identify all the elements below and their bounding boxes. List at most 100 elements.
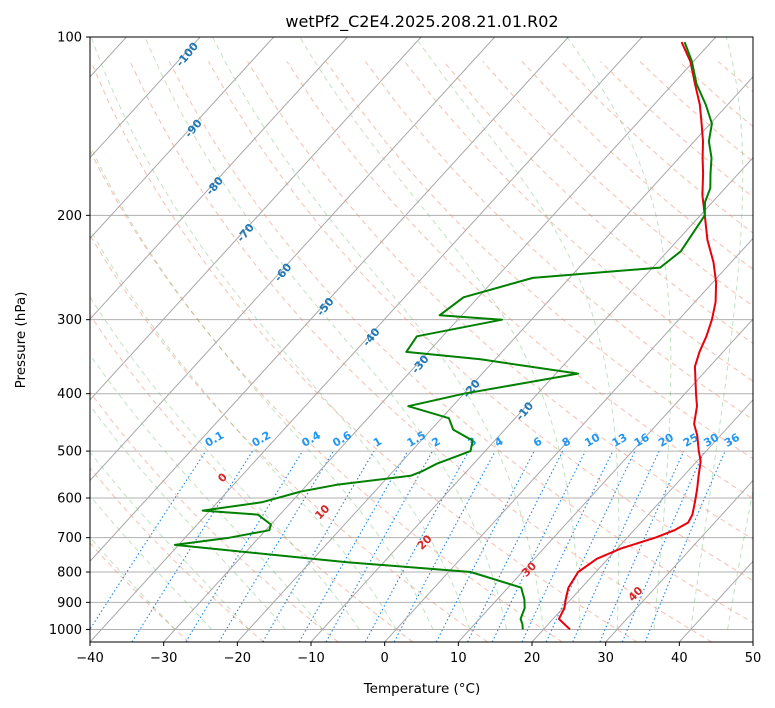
x-tick-label: −40	[76, 651, 103, 666]
mixing-ratio-label: 0.6	[330, 429, 354, 450]
y-tick-label: 700	[57, 531, 82, 546]
y-tick-label: 200	[57, 209, 82, 224]
mixing-ratio-line	[644, 450, 726, 642]
isotherm-line	[457, 318, 753, 642]
isotherm-line	[163, 37, 717, 642]
mixing-ratio-label: 0.1	[203, 429, 226, 450]
moist-adiabat-line	[690, 37, 744, 630]
mixing-ratio-line	[90, 450, 207, 631]
isotherm-line	[384, 237, 753, 642]
mixing-ratio-line	[364, 450, 470, 642]
plot-frame	[89, 36, 754, 643]
plot-area: 0.1 0.2 0.4 0.6 1 1.5 2 3 4 6 8 10 13 16 20 25 30 3601020…	[90, 37, 775, 643]
mixing-ratio-label: 2	[430, 435, 443, 450]
dewpoint-line	[173, 41, 713, 630]
x-tick-label: −30	[150, 651, 177, 666]
dry-adiabat-line	[90, 149, 563, 642]
mixing-ratio-line	[131, 450, 254, 642]
mixing-ratio-label: 1.5	[405, 429, 428, 450]
isotherm-line	[90, 37, 643, 642]
moist-adiabat-line	[90, 404, 286, 630]
x-tick-label: −10	[297, 651, 324, 666]
isotherm-line	[90, 37, 275, 240]
moist-adiabat-label: -30	[409, 352, 432, 376]
y-tick-label: 900	[57, 596, 82, 611]
dry-adiabats	[90, 61, 775, 643]
mixing-ratio-label: 13	[610, 431, 630, 450]
dry-adiabat-line	[286, 61, 753, 500]
moist-adiabat-line	[566, 37, 672, 630]
y-tick-label: 600	[57, 492, 82, 507]
x-tick-label: −20	[224, 651, 251, 666]
y-tick-label: 300	[57, 313, 82, 328]
dry-adiabat-line	[443, 61, 753, 344]
moist-adiabat-line	[144, 37, 508, 630]
mixing-ratio-label: 36	[722, 431, 742, 450]
dry-adiabat-line	[247, 61, 753, 540]
y-tick-label: 1000	[49, 623, 82, 638]
dry-adiabat-line	[129, 61, 712, 642]
mixing-ratio-line	[218, 450, 334, 642]
y-tick-label: 100	[57, 31, 82, 46]
isotherm-line	[678, 560, 753, 642]
moist-adiabat-line	[90, 37, 471, 630]
mixing-ratio-label: 10	[582, 431, 602, 450]
dry-adiabat-line	[364, 61, 753, 421]
isotherm-line	[90, 37, 569, 563]
dry-adiabat-line	[90, 467, 264, 642]
mixing-ratio-label: 0.2	[250, 429, 273, 450]
dry-adiabat-line	[90, 313, 414, 642]
isotherm-line	[605, 479, 753, 642]
y-tick-label: 800	[57, 566, 82, 581]
isotherm-line	[90, 37, 496, 482]
dry-adiabat-label: 30	[519, 559, 539, 579]
moist-adiabat-label: -20	[460, 377, 483, 401]
x-tick-label: 0	[381, 651, 389, 666]
dry-adiabat-line	[639, 61, 753, 163]
moist-adiabats	[90, 37, 753, 630]
moist-adiabat-line	[90, 495, 213, 630]
moist-adiabat-line	[90, 228, 397, 630]
mixing-ratio-line	[491, 450, 586, 642]
dry-adiabat-line	[757, 62, 775, 643]
mixing-ratio-line	[467, 450, 564, 642]
dry-adiabat-line	[168, 61, 753, 624]
mixing-ratio-label: 20	[656, 431, 676, 450]
moist-adiabat-line	[414, 37, 620, 630]
moist-adiabat-line	[90, 451, 250, 630]
moist-adiabat-line	[90, 353, 323, 630]
x-tick-label: 20	[524, 651, 541, 666]
mixing-ratio-line	[435, 450, 535, 642]
isotherm-line	[752, 641, 753, 642]
mixing-ratio-line	[185, 450, 304, 642]
mixing-ratio-label: 6	[531, 434, 544, 449]
x-tick-label: 50	[745, 651, 762, 666]
x-axis-label: Temperature (°C)	[363, 681, 481, 697]
isotherm-lines	[90, 37, 753, 642]
moist-adiabat-line	[727, 488, 753, 630]
x-axis: −40 −30 −20 −10 0 10 20 30 40 50	[76, 642, 761, 666]
mixing-ratio-label: 0.4	[300, 429, 324, 450]
y-axis: 100 200 300 400 500 600 700 800 900 1000	[49, 31, 90, 638]
isotherm-line	[236, 76, 753, 642]
dry-adiabat-label: 20	[415, 532, 435, 552]
mixing-ratio-line	[262, 450, 375, 642]
y-tick-label: 500	[57, 445, 82, 460]
moist-adiabat-line	[90, 536, 176, 630]
pressure-gridlines	[90, 37, 753, 630]
moist-adiabat-line	[90, 144, 434, 630]
sounding-series	[173, 41, 718, 631]
isotherm-line	[90, 37, 422, 401]
mixing-ratio-label: 30	[701, 431, 721, 450]
moist-adiabat-label: -10	[513, 399, 536, 423]
isotherm-line	[90, 37, 201, 159]
moist-adiabat-label: -100	[173, 40, 201, 70]
mixing-ratio-line	[393, 450, 496, 642]
x-tick-label: 40	[671, 651, 688, 666]
y-axis-label: Pressure (hPa)	[13, 292, 29, 389]
mixing-ratio-line	[545, 450, 636, 642]
dry-adiabat-line	[90, 234, 488, 642]
mixing-ratio-label: 1	[371, 435, 384, 450]
moist-adiabat-line	[90, 296, 360, 630]
moist-adiabat-line	[299, 37, 581, 630]
